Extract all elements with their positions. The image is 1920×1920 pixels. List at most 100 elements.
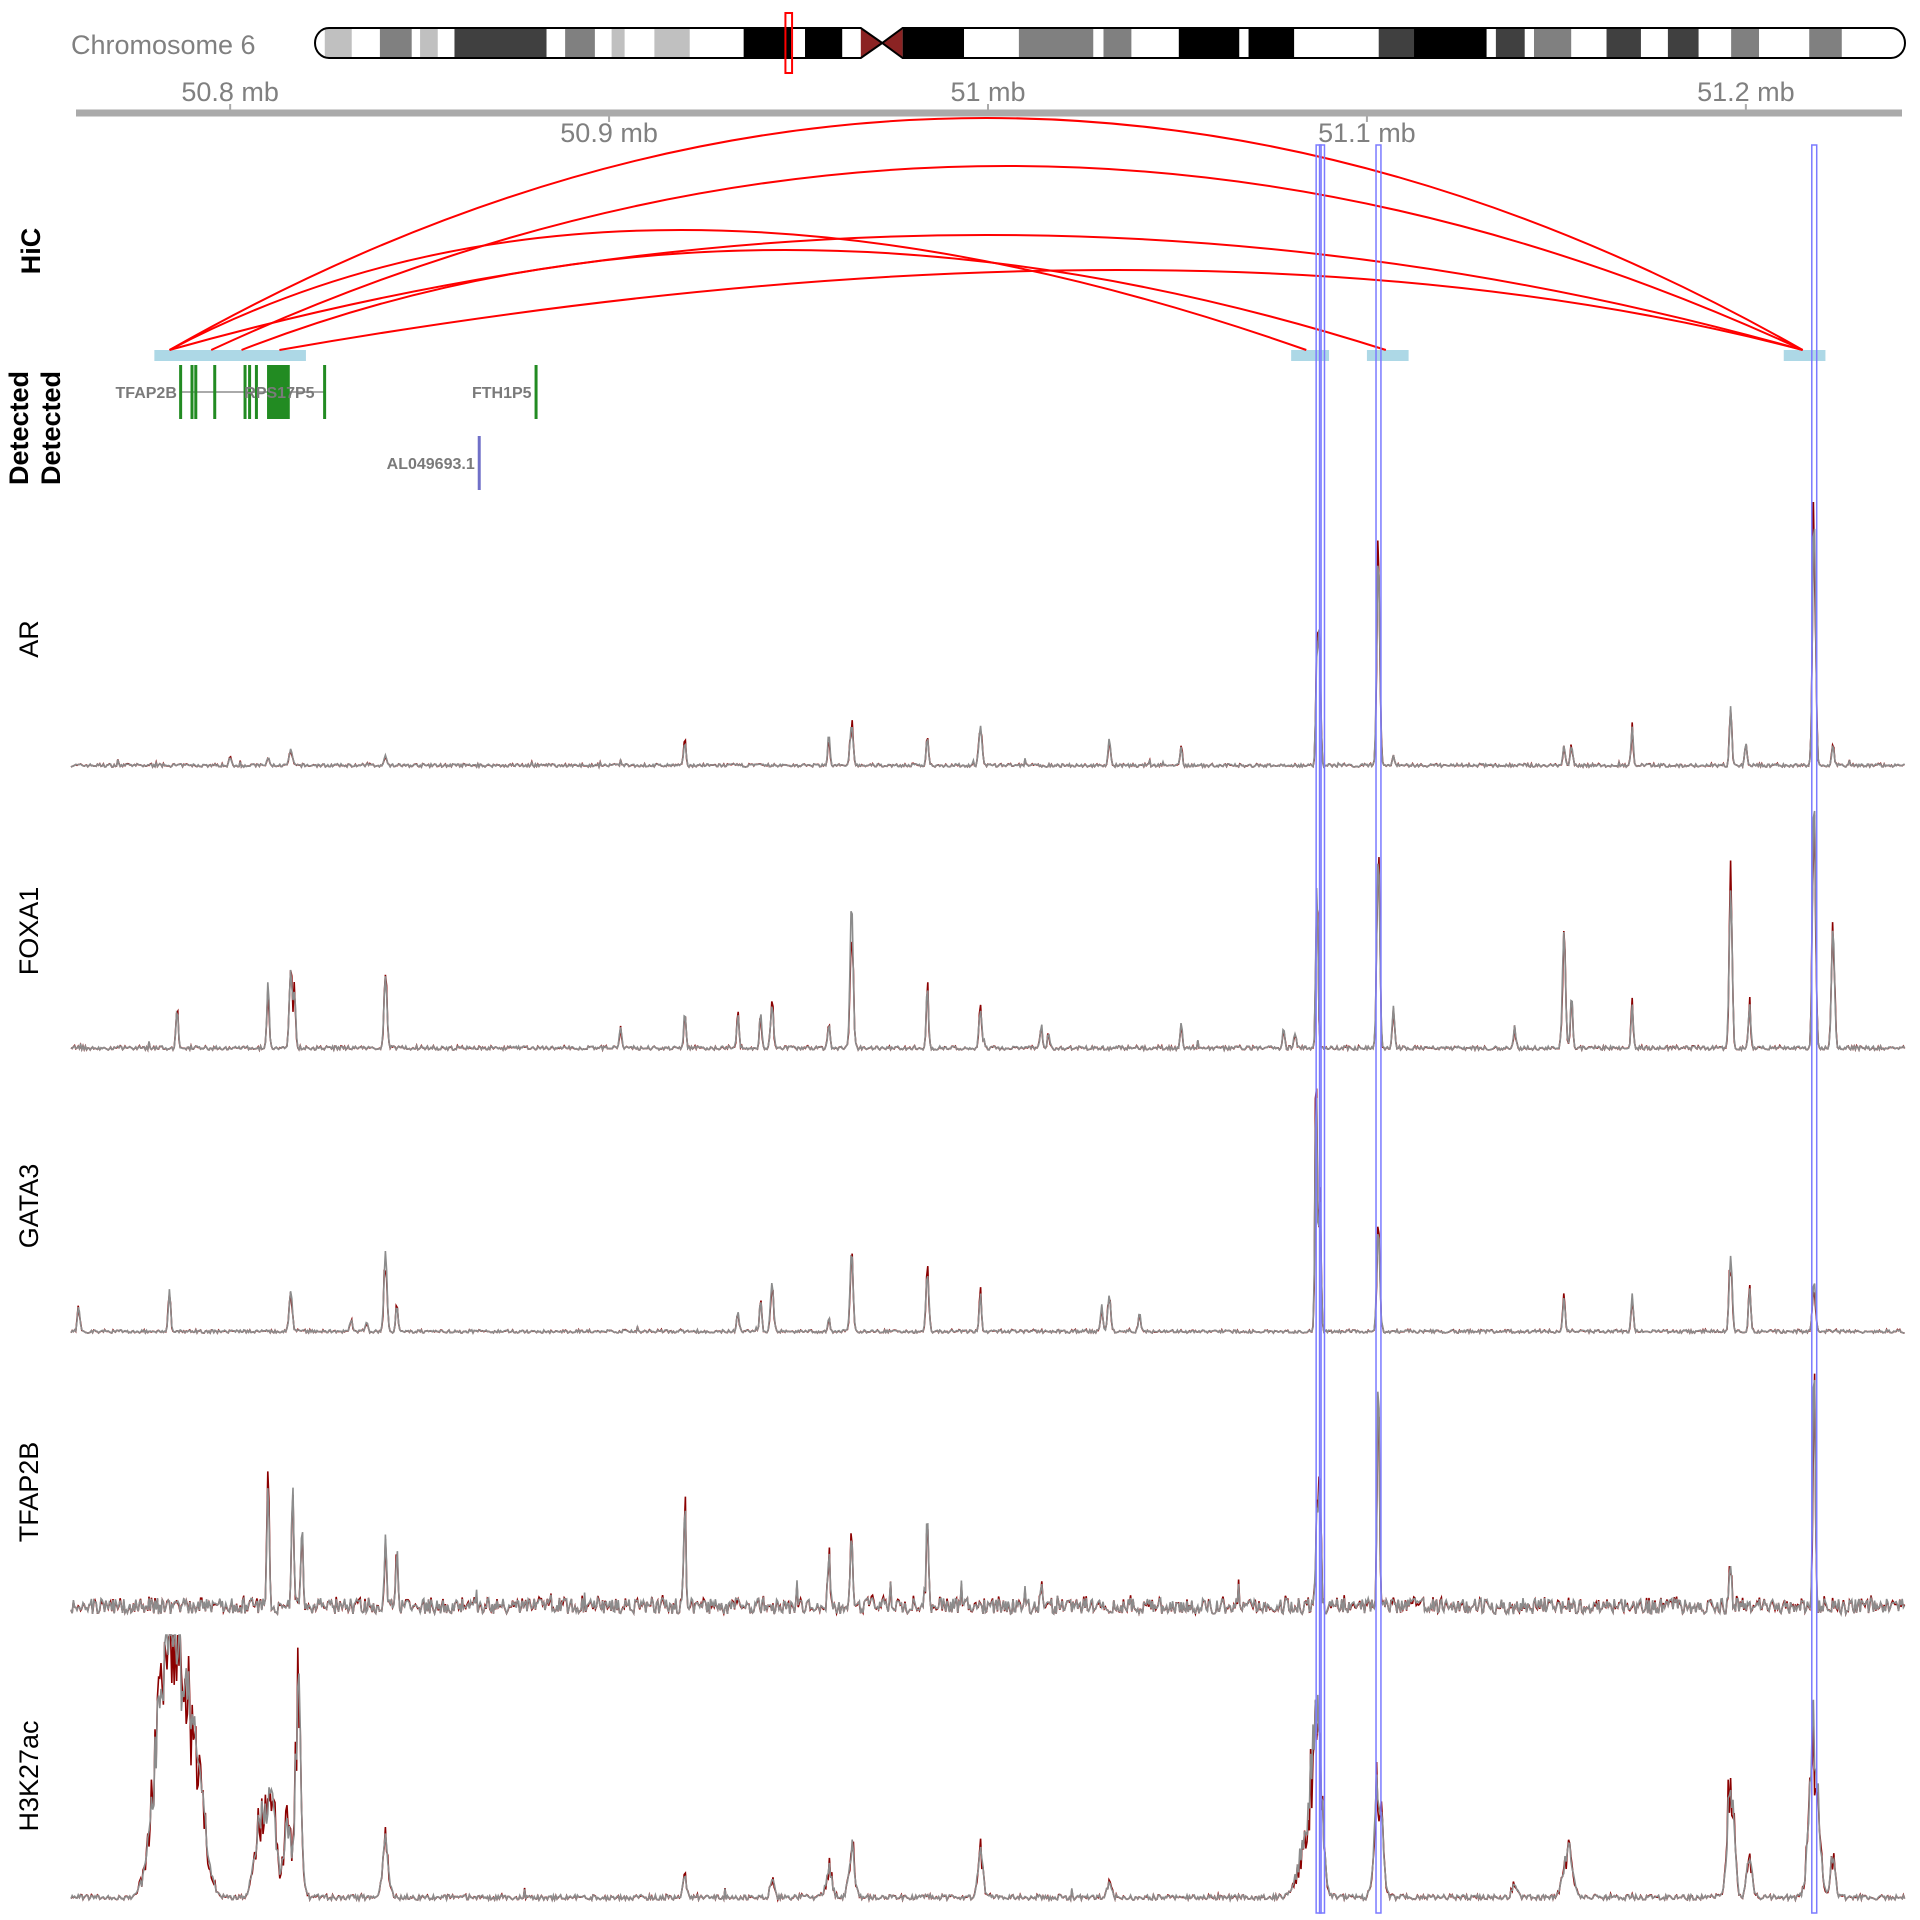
chromosome-band [624,28,655,58]
chromosome-band [1571,28,1608,58]
axis-tick-label: 51.1 mb [1318,118,1416,148]
signal-series-red [70,1373,1906,1618]
hic-arc [241,249,1387,351]
track-gata3: GATA3 [14,1088,1905,1335]
signal-series-red [70,1088,1905,1335]
signal-series-grey [70,810,1906,1053]
chromosome-band [437,28,455,58]
chromosome-band [315,28,326,58]
hic-anchor [154,350,306,361]
x-axis: 50.8 mb 50.9 mb 51 mb 51.1 mb 51.2 mb [76,77,1902,148]
signal-series-grey [70,528,1906,770]
chromosome-band [565,28,596,58]
chromosome-band [1731,28,1760,58]
gene-exon [179,365,183,419]
track-label: TFAP2B [14,1442,44,1543]
track-h3k27ac: H3K27ac [14,1634,1906,1903]
gene-exon [323,365,327,419]
gene-label: TFAP2B [116,385,177,402]
hic-track [154,117,1826,361]
chromosome-band [805,28,843,58]
hic-anchor [1783,350,1826,361]
gene-track-label-1: Detected [4,371,34,485]
centromere [882,28,903,58]
chromosome-band [842,28,862,58]
axis-tick-label: 50.9 mb [560,118,658,148]
chromosome-band [1093,28,1104,58]
current-region-marker [784,12,794,74]
hic-arc [169,234,1803,351]
gene-label: RPS17P5 [244,385,314,402]
hic-arc [169,117,1804,351]
gene-exon [534,365,538,419]
axis-tick-label: 51.2 mb [1697,77,1795,107]
hic-anchor [1366,350,1409,361]
chromosome-band [1524,28,1535,58]
chromosome-label: Chromosome 6 [71,30,256,60]
chromosome-band [411,28,421,58]
track-ar: AR [14,501,1906,770]
chromosome-band [743,28,792,58]
track-label: AR [14,620,44,658]
hic-arc [210,165,1804,351]
chromosome-band [1698,28,1732,58]
centromere [860,28,883,58]
highlight-regions [1315,144,1818,1914]
chromosome-band [654,28,691,58]
hic-arc [169,229,1307,351]
chromosome-band [1841,28,1905,58]
hic-anchor [1291,350,1330,361]
highlight-region [1811,144,1818,1914]
track-label: H3K27ac [14,1720,44,1831]
chromosome-band [902,28,965,58]
gene-exon [213,365,217,419]
gene-exon [243,365,247,419]
chromosome-band [1640,28,1669,58]
chromosome-band [611,28,626,58]
gene-exon [248,365,252,419]
signal-series-grey [70,1379,1906,1617]
signal-series-red [70,814,1906,1053]
chromosome-band [1534,28,1572,58]
chromosome-band [324,28,353,58]
axis-tick-label: 51 mb [950,77,1025,107]
signal-series-grey [70,1097,1905,1335]
chromosome-band [546,28,566,58]
chromosome-band [1131,28,1180,58]
chromosome-band [351,28,381,58]
chromosome-band [379,28,413,58]
hic-arc [279,269,1803,351]
track-tfap2b: TFAP2B [14,1373,1906,1618]
chromosome-band [1294,28,1380,58]
chromosome-band [791,28,806,58]
chromosome-band [964,28,1020,58]
chromosome-band [1103,28,1132,58]
chromosome-band [1495,28,1526,58]
axis-tick-label: 50.8 mb [181,77,279,107]
chromosome-band [1248,28,1295,58]
signal-series-red [70,1634,1906,1903]
gene-exon [477,436,481,490]
gene-exon [254,365,258,419]
chromosome-band [1178,28,1240,58]
chromosome-ideogram [314,12,1906,74]
chromosome-band [689,28,745,58]
highlight-region [1375,144,1382,1914]
gene-exon [267,365,290,419]
ideogram-outline [314,27,1906,59]
track-label: FOXA1 [14,887,44,976]
chromosome-band [1809,28,1843,58]
signal-series-red [70,501,1905,770]
highlight-region [1315,144,1322,1914]
chromosome-band [594,28,613,58]
chromosome-band [1239,28,1250,58]
track-foxa1: FOXA1 [14,810,1906,1053]
hic-track-label: HiC [16,228,46,275]
gene-label: FTH1P5 [472,385,532,402]
signal-tracks: AR FOXA1 GATA3 TFAP2B H3K27ac [14,501,1906,1903]
chromosome-band [1667,28,1700,58]
gene-label: AL049693.1 [387,456,475,473]
chromosome-band [1414,28,1488,58]
highlight-region [1318,144,1326,1914]
